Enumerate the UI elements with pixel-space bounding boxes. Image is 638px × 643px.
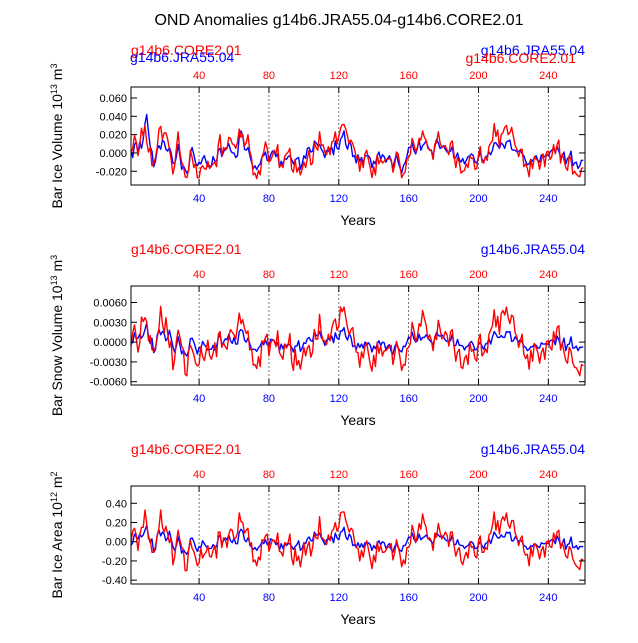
y-tick-label: 0.000	[99, 148, 127, 160]
y-tick-label: 0.0000	[93, 337, 127, 349]
x-tick-label-bottom: 200	[469, 592, 487, 604]
series-line-jra	[130, 524, 584, 555]
top-label-left-overlap: g14b6.JRA55.04	[130, 49, 235, 65]
x-tick-label-top: 120	[330, 70, 348, 82]
x-tick-label-top: 80	[263, 269, 275, 281]
x-tick-label-top: 240	[539, 70, 557, 82]
panel-2: -0.0060 -0.0030 0.0000 0.0030 0.0060 40 40 80 80…	[49, 241, 586, 428]
y-axis-label-exponent: 13	[49, 275, 59, 285]
x-tick-label-bottom: 240	[539, 193, 557, 205]
x-tick-label-top: 240	[539, 469, 557, 481]
x-tick-label-top: 200	[469, 469, 487, 481]
x-tick-label-bottom: 80	[263, 193, 275, 205]
x-tick-label-top: 160	[399, 70, 417, 82]
y-tick-label: 0.20	[106, 518, 127, 530]
x-tick-label-top: 160	[399, 469, 417, 481]
x-tick-label-top: 40	[193, 269, 205, 281]
top-label-left: g14b6.CORE2.01	[131, 241, 242, 257]
x-tick-label-top: 200	[469, 269, 487, 281]
x-axis-label: Years	[340, 412, 375, 428]
top-label-right: g14b6.JRA55.04	[481, 441, 586, 457]
x-tick-label-bottom: 200	[469, 193, 487, 205]
series-line-core	[130, 509, 584, 572]
x-tick-label-bottom: 120	[330, 193, 348, 205]
y-tick-label: 0.040	[99, 111, 127, 123]
plot-frame	[130, 285, 586, 386]
y-tick-label: -0.40	[102, 575, 127, 587]
x-tick-label-top: 200	[469, 70, 487, 82]
top-label-left: g14b6.CORE2.01	[131, 42, 242, 58]
y-axis-label: Bar Ice Volume 1013 m3	[49, 64, 65, 209]
y-axis-label: Bar Ice Area 1012 m2	[49, 471, 65, 598]
x-tick-label-bottom: 80	[263, 393, 275, 405]
series-line-core	[130, 122, 584, 180]
x-tick-label-top: 120	[330, 469, 348, 481]
y-axis-label-exponent: 3	[49, 64, 59, 69]
y-tick-label: 0.00	[106, 537, 127, 549]
y-axis-label-exponent: 3	[49, 255, 59, 260]
x-tick-label-bottom: 40	[193, 592, 205, 604]
plot-frame	[130, 485, 586, 585]
x-tick-label-top: 240	[539, 269, 557, 281]
x-tick-label-bottom: 40	[193, 193, 205, 205]
x-tick-label-top: 40	[193, 469, 205, 481]
y-tick-label: 0.020	[99, 130, 127, 142]
x-tick-label-bottom: 120	[330, 592, 348, 604]
x-tick-label-bottom: 40	[193, 393, 205, 405]
top-label-right: g14b6.JRA55.04	[481, 42, 586, 58]
y-tick-label: -0.20	[102, 556, 127, 568]
y-tick-label: 0.0060	[93, 298, 127, 310]
series-line-jra	[130, 113, 584, 174]
x-tick-label-top: 80	[263, 469, 275, 481]
x-tick-label-bottom: 80	[263, 592, 275, 604]
y-axis-label-text: m	[49, 69, 65, 85]
y-axis-label-exponent: 12	[49, 492, 59, 502]
x-tick-label-bottom: 160	[399, 193, 417, 205]
y-axis-label-text: m	[49, 260, 65, 276]
y-axis-label: Bar Snow Volume 1013 m3	[49, 255, 65, 416]
top-label-right-overlap: g14b6.CORE2.01	[465, 50, 576, 66]
y-axis-label-exponent: 2	[49, 471, 59, 476]
y-axis-label-exponent: 13	[49, 84, 59, 94]
y-axis-label-text: Bar Ice Area 10	[49, 502, 65, 599]
x-tick-label-top: 120	[330, 269, 348, 281]
x-tick-label-bottom: 240	[539, 393, 557, 405]
x-tick-label-top: 160	[399, 269, 417, 281]
y-tick-label: 0.40	[106, 498, 127, 510]
y-axis-label-text: Bar Ice Volume 10	[49, 94, 65, 209]
series-line-core	[130, 305, 584, 377]
y-axis-label-text: m	[49, 476, 65, 492]
x-axis-label: Years	[340, 611, 375, 627]
top-label-left: g14b6.CORE2.01	[131, 441, 242, 457]
y-tick-label: 0.060	[99, 93, 127, 105]
x-tick-label-top: 80	[263, 70, 275, 82]
y-tick-label: -0.0060	[90, 377, 127, 389]
x-tick-label-bottom: 240	[539, 592, 557, 604]
top-label-right: g14b6.JRA55.04	[481, 241, 586, 257]
figure-title: OND Anomalies g14b6.JRA55.04-g14b6.CORE2…	[154, 12, 523, 29]
y-tick-label: 0.0030	[93, 317, 127, 329]
plot-frame	[130, 86, 586, 186]
x-axis-label: Years	[340, 212, 375, 228]
panel-3: -0.40 -0.20 0.00 0.20 0.40 40 40 80 80 120 120 160 1…	[49, 441, 586, 627]
x-tick-label-bottom: 200	[469, 393, 487, 405]
x-tick-label-bottom: 160	[399, 592, 417, 604]
y-axis-label-text: Bar Snow Volume 10	[49, 285, 65, 416]
x-tick-label-top: 40	[193, 70, 205, 82]
x-tick-label-bottom: 160	[399, 393, 417, 405]
y-tick-label: -0.0030	[90, 357, 127, 369]
y-tick-label: -0.020	[96, 166, 127, 178]
panel-1: -0.020 0.000 0.020 0.040 0.060 40 40 80 80 120 120…	[49, 42, 586, 228]
x-tick-label-bottom: 120	[330, 393, 348, 405]
